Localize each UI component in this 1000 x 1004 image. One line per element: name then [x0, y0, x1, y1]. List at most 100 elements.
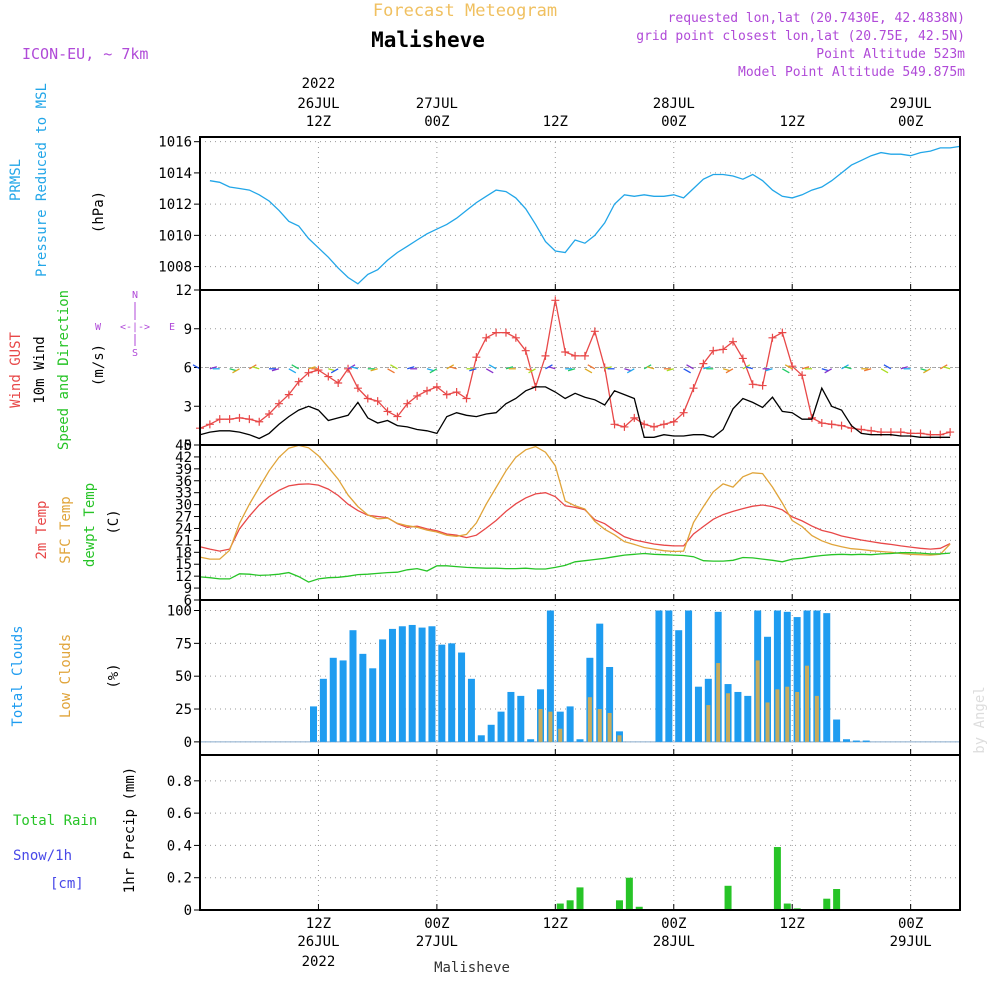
wind-direction-arrow: [429, 368, 438, 374]
total-clouds-bar: [773, 610, 781, 742]
top-axis-label: 00Z: [898, 114, 923, 130]
total-clouds-bar: [359, 653, 367, 742]
model-label: ICON-EU, ~ 7km: [22, 45, 148, 63]
gust-marker: [511, 333, 520, 342]
total-clouds-bar: [655, 610, 663, 742]
wind-direction-arrow: [863, 368, 872, 372]
total-clouds-bar: [527, 739, 535, 742]
total-clouds-bar: [764, 636, 772, 742]
y-tick-label: 1008: [158, 260, 192, 276]
total-clouds-bar: [329, 657, 337, 742]
model-point-altitude: Model Point Altitude 549.875m: [738, 65, 965, 80]
low-clouds-bar: [617, 735, 622, 742]
bottom-axis-label: 00Z: [898, 916, 923, 932]
low-clouds-bar: [814, 695, 819, 742]
credit-label: by Angel: [972, 686, 988, 753]
rain-bar: [576, 887, 584, 910]
gust-marker: [551, 296, 560, 305]
wind-direction-arrow: [646, 366, 655, 370]
total-clouds-bar: [833, 719, 841, 742]
gust-marker: [284, 390, 293, 399]
total-clouds-bar: [842, 739, 850, 742]
wind-direction-arrow: [626, 368, 635, 374]
gust-marker: [413, 391, 422, 400]
total-clouds-bar: [606, 666, 614, 742]
gust-marker: [817, 419, 826, 428]
low-clouds-label: Low Clouds: [58, 634, 74, 718]
wind-direction-arrow: [407, 366, 415, 370]
top-axis-label: 27JUL: [416, 96, 458, 112]
wind-panel: 0 3 6 9 12: [175, 283, 961, 454]
bottom-axis-label: 12Z: [543, 916, 568, 932]
y-tick-label: 1014: [158, 166, 192, 182]
bottom-axis-label: 29JUL: [890, 934, 932, 950]
gust-marker: [728, 337, 737, 346]
total-clouds-bar: [458, 652, 466, 742]
wind-direction-arrow: [765, 368, 773, 372]
meteogram-panels: 1008101010121014101603691269121518212427…: [158, 135, 961, 919]
rain-bar: [625, 877, 633, 910]
series-line: [209, 145, 961, 285]
wind-direction-arrow: [548, 366, 556, 370]
total-clouds-bar: [487, 724, 495, 742]
gridpoint-coordinates: grid point closest lon,lat (20.75E, 42.5…: [636, 29, 965, 44]
y-tick-label: 0.8: [167, 774, 192, 790]
wind-direction-arrow: [844, 366, 852, 370]
rain-bar: [833, 889, 841, 910]
series-line: [199, 552, 951, 583]
wind-direction-arrow: [703, 366, 711, 370]
wind-direction-arrow: [880, 368, 889, 374]
wind-direction-arrow: [330, 368, 339, 374]
wind-direction-arrow: [942, 366, 951, 370]
total-clouds-bar: [813, 610, 821, 742]
wind-direction-arrow: [883, 364, 892, 370]
rain-bar: [783, 903, 791, 910]
snow-unit-label: [cm]: [50, 876, 84, 892]
gust-marker: [867, 426, 876, 435]
total-clouds-bar: [793, 617, 801, 742]
wind-direction-label: Speed and Direction: [56, 290, 72, 450]
wind-direction-arrow: [252, 366, 260, 370]
gust-marker: [462, 394, 471, 403]
y-tick-label: 3: [184, 399, 192, 415]
y-tick-label: 100: [167, 604, 192, 620]
compass-s-label: S: [132, 348, 138, 359]
wind-direction-arrow: [488, 364, 497, 370]
bottom-time-axis: 12Z 26JUL 2022 00Z 27JUL 12Z 00Z 28JUL 12Z 00Z 29J…: [297, 916, 931, 970]
gust-marker: [896, 428, 905, 437]
total-clouds-bar: [783, 611, 791, 742]
wind-direction-arrow: [390, 364, 398, 370]
gust-marker: [679, 408, 688, 417]
low-clouds-bar: [775, 689, 780, 742]
wind-compass: N S W E <-|->: [95, 290, 175, 359]
gust-marker: [857, 425, 866, 434]
gust-marker: [788, 362, 797, 371]
low-clouds-bar: [795, 691, 800, 742]
gust-marker: [650, 422, 659, 431]
gust-marker: [393, 412, 402, 421]
total-clouds-bar: [477, 735, 485, 742]
top-axis-label: 00Z: [661, 114, 686, 130]
y-tick-label: 1016: [158, 135, 192, 151]
wind-gust-label: Wind GUST: [8, 332, 24, 408]
y-tick-label: 36: [175, 474, 192, 490]
wind-direction-arrow: [370, 368, 378, 372]
total-clouds-bar: [339, 660, 347, 742]
wind-direction-arrow: [604, 366, 612, 370]
rain-bar: [566, 900, 574, 910]
gust-marker: [353, 384, 362, 393]
gust-marker: [946, 428, 955, 437]
pressure-label-a: PRMSL: [8, 159, 24, 201]
gust-marker: [620, 422, 629, 431]
low-clouds-bar: [785, 686, 790, 742]
snow-label: Snow/1h: [13, 848, 72, 864]
low-clouds-bar: [726, 693, 731, 742]
low-clouds-bar: [587, 697, 592, 742]
low-clouds-bar: [716, 663, 721, 742]
y-tick-label: 12: [175, 283, 192, 299]
rain-bar: [773, 847, 781, 910]
total-clouds-bar: [694, 686, 702, 742]
location-title: Malisheve: [371, 28, 485, 52]
y-tick-label: 9: [184, 581, 192, 597]
